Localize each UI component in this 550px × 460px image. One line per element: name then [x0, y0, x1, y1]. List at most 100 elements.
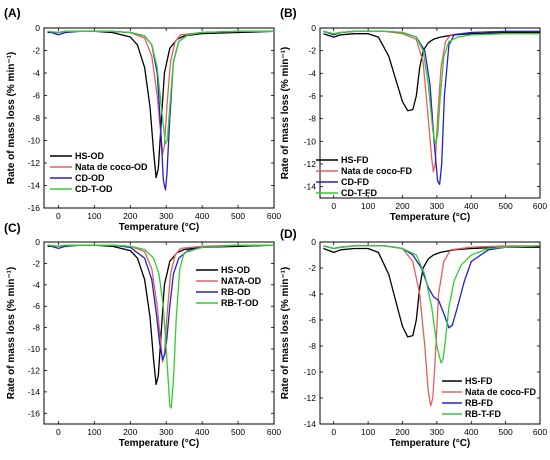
panel-c-x-axis-label: Temperature (°C)	[119, 438, 200, 449]
panel-b-y-tick-label: -4	[308, 68, 316, 78]
panel-b-y-tick-label: -8	[308, 114, 316, 124]
panel-d-y-tick-label: -4	[308, 289, 316, 299]
panel-b-legend-label: CD-T-FD	[341, 188, 377, 198]
panel-a-y-tick-label: -12	[28, 158, 41, 168]
panel-a-y-tick-label: -14	[28, 181, 41, 191]
panel-a-series-4	[47, 30, 274, 145]
panel-c-y-tick-label: -14	[28, 387, 41, 397]
panel-b-x-tick-label: 300	[430, 201, 444, 211]
panel-d-y-tick-label: -2	[308, 263, 316, 273]
panel-d-x-tick-label: 600	[533, 427, 547, 437]
panel-c-legend-label: RB-T-OD	[221, 298, 259, 308]
panel-d-x-tick-label: 100	[361, 427, 375, 437]
panel-a-legend-label: CD-T-OD	[75, 184, 113, 194]
panel-a-legend-label: CD-OD	[75, 173, 105, 183]
panel-a: 0 100 200 300 400 500 600 0 -2 -4 -6 -8 -10 -12 -14 -16…	[4, 6, 281, 233]
panel-d-y-tick-label: -12	[304, 393, 317, 403]
panel-c-x-tick-label: 300	[159, 427, 173, 437]
panel-a-y-axis-label: Rate of mass loss (% min⁻¹)	[6, 52, 17, 185]
panel-b-y-tick-label: -12	[304, 159, 317, 169]
panel-d-legend-label: Nata de coco-FD	[465, 387, 537, 397]
panel-d-y-tick-label: -8	[308, 341, 316, 351]
panel-d-x-tick-label: 300	[430, 427, 444, 437]
panel-c-label: (C)	[4, 221, 21, 235]
panel-b-x-tick-label: 100	[361, 201, 375, 211]
panel-b-y-tick-label: -6	[308, 91, 316, 101]
panel-c-plot-frame	[43, 241, 275, 425]
panel-b-legend-label: CD-FD	[341, 177, 369, 187]
panel-b-x-tick-label: 200	[395, 201, 409, 211]
panel-d-legend-label: RB-FD	[465, 398, 493, 408]
panel-c-x-tick-label: 200	[123, 427, 137, 437]
panel-c-x-tick-label: 600	[267, 427, 281, 437]
panel-a-label: (A)	[4, 6, 21, 20]
panel-c: 0 100 200 300 400 500 600 0 -2 -4 -6 -8 -10 -12 -14 -16…	[4, 221, 281, 449]
panel-d: 0 100 200 300 400 500 600 0 -2 -4 -6 -8 -10 -12 -14 Tem…	[280, 227, 547, 449]
panel-d-x-axis-label: Temperature (°C)	[390, 438, 471, 449]
panel-b-legend-label: HS-FD	[341, 155, 369, 165]
panel-a-x-tick-label: 100	[87, 211, 101, 221]
panel-a-y-tick-label: -8	[32, 113, 40, 123]
panel-c-y-axis-label: Rate of mass loss (% min⁻¹)	[6, 267, 17, 400]
panel-c-y-tick-label: -12	[28, 365, 41, 375]
panel-c-y-tick-label: -8	[32, 323, 40, 333]
panel-d-y-tick-label: -6	[308, 315, 316, 325]
panel-c-y-tick-label: -2	[32, 258, 40, 268]
panel-d-y-tick-label: 0	[311, 237, 316, 247]
panel-b-label: (B)	[280, 6, 297, 20]
panel-d-series-3	[323, 245, 541, 329]
panel-b-plot-frame	[319, 27, 541, 199]
panel-b-x-tick-label: 600	[533, 201, 547, 211]
panel-a-legend-label: Nata de coco-OD	[75, 162, 148, 172]
panel-d-x-tick-label: 500	[499, 427, 513, 437]
panel-d-x-tick-label: 0	[331, 427, 336, 437]
panel-b-series-1	[323, 31, 540, 112]
panel-a-y-tick-label: -4	[32, 68, 40, 78]
panel-d-label: (D)	[280, 227, 297, 241]
panel-a-y-tick-label: -6	[32, 91, 40, 101]
panel-c-series-4	[47, 244, 274, 409]
panel-c-y-tick-label: -16	[28, 408, 41, 418]
panel-d-series-1	[323, 246, 540, 338]
panel-b: 0 100 200 300 400 500 600 0 -2 -4 -6 -8 -10 -12 -14 Tem…	[280, 6, 547, 223]
panel-d-y-tick-label: -10	[304, 367, 317, 377]
panel-b-legend-label: Nata de coco-FD	[341, 166, 413, 176]
panel-b-y-tick-label: -10	[304, 136, 317, 146]
panel-a-legend-label: HS-OD	[75, 151, 105, 161]
panel-a-x-tick-label: 500	[231, 211, 245, 221]
panel-d-y-axis-label: Rate of mass loss (% min⁻¹)	[280, 267, 291, 400]
panel-a-y-tick-label: -16	[28, 203, 41, 213]
panel-c-x-tick-label: 400	[195, 427, 209, 437]
panel-d-x-tick-label: 200	[395, 427, 409, 437]
panel-b-y-axis-label: Rate of mass loss (% min⁻¹)	[280, 47, 291, 180]
panel-a-x-tick-label: 400	[195, 211, 209, 221]
panel-c-x-tick-label: 100	[87, 427, 101, 437]
panel-c-legend-label: RB-OD	[221, 287, 251, 297]
panel-d-series-4	[323, 245, 541, 364]
panel-a-x-axis-label: Temperature (°C)	[119, 222, 200, 233]
panel-b-x-tick-label: 400	[464, 201, 478, 211]
panel-b-y-tick-label: -14	[304, 182, 317, 192]
panel-a-x-tick-label: 300	[159, 211, 173, 221]
panel-b-x-axis-label: Temperature (°C)	[390, 212, 471, 223]
panel-c-legend-label: HS-OD	[221, 265, 251, 275]
panel-b-y-tick-label: -2	[308, 46, 316, 56]
panel-a-x-tick-label: 600	[267, 211, 281, 221]
panel-a-y-tick-label: -10	[28, 136, 41, 146]
panel-d-legend-label: RB-T-FD	[465, 409, 501, 419]
panel-a-x-tick-label: 0	[56, 211, 61, 221]
panel-a-x-tick-label: 200	[123, 211, 137, 221]
panel-c-x-tick-label: 0	[56, 427, 61, 437]
panel-d-legend-label: HS-FD	[465, 376, 493, 386]
panel-b-series-4	[323, 30, 540, 145]
panel-a-y-tick-label: 0	[35, 23, 40, 33]
panel-d-y-tick-label: -14	[304, 419, 317, 429]
panel-d-series-2	[323, 245, 540, 407]
panel-c-y-tick-label: -4	[32, 280, 40, 290]
panel-b-x-tick-label: 500	[499, 201, 513, 211]
